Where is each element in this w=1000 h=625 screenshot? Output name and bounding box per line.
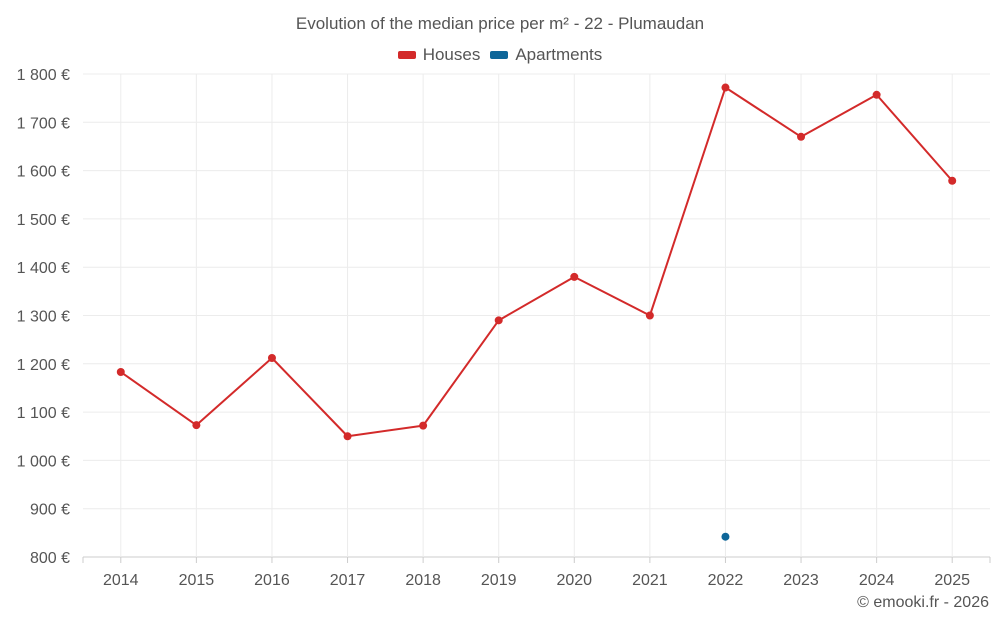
y-tick-label: 1 300 €	[17, 309, 70, 326]
y-tick-label: 800 €	[30, 550, 70, 567]
data-point-apartments[interactable]	[721, 532, 730, 541]
copyright-credit: © emooki.fr - 2026	[857, 594, 989, 611]
y-tick-label: 1 800 €	[17, 67, 70, 84]
x-tick-label: 2017	[330, 572, 366, 589]
x-tick-label: 2016	[254, 572, 290, 589]
x-tick-label: 2022	[708, 572, 744, 589]
legend-item-houses[interactable]: Houses	[397, 45, 481, 65]
y-tick-label: 1 400 €	[17, 260, 70, 277]
x-tick-label: 2019	[481, 572, 517, 589]
legend-label-apartments: Apartments	[515, 45, 603, 64]
data-point-houses[interactable]	[419, 421, 428, 430]
x-tick-label: 2024	[859, 572, 895, 589]
data-point-houses[interactable]	[116, 368, 125, 377]
y-tick-label: 1 000 €	[17, 453, 70, 470]
chart-title: Evolution of the median price per m² - 2…	[295, 14, 705, 33]
x-tick-label: 2018	[405, 572, 441, 589]
y-tick-label: 1 200 €	[17, 357, 70, 374]
legend-swatch-apartments	[490, 51, 509, 59]
data-point-houses[interactable]	[267, 354, 276, 363]
data-point-houses[interactable]	[645, 311, 654, 320]
x-tick-label: 2020	[556, 572, 592, 589]
data-point-houses[interactable]	[721, 83, 730, 92]
data-point-houses[interactable]	[343, 432, 352, 441]
data-point-houses[interactable]	[494, 316, 503, 325]
x-tick-label: 2025	[934, 572, 970, 589]
y-tick-label: 1 100 €	[17, 405, 70, 422]
x-tick-label: 2023	[783, 572, 819, 589]
legend-item-apartments[interactable]: Apartments	[490, 45, 602, 65]
x-tick-label: 2015	[179, 572, 215, 589]
data-point-houses[interactable]	[872, 90, 881, 99]
data-point-houses[interactable]	[948, 176, 957, 185]
x-tick-label: 2014	[103, 572, 139, 589]
data-point-houses[interactable]	[797, 132, 806, 141]
legend-swatch-houses	[397, 51, 416, 59]
chart-legend: Houses Apartments	[0, 45, 1000, 65]
y-tick-label: 1 500 €	[17, 212, 70, 229]
y-tick-label: 1 700 €	[17, 115, 70, 132]
y-tick-label: 900 €	[30, 502, 70, 519]
x-tick-label: 2021	[632, 572, 668, 589]
y-tick-label: 1 600 €	[17, 164, 70, 181]
data-point-houses[interactable]	[570, 272, 579, 281]
legend-label-houses: Houses	[422, 45, 481, 64]
series-line-houses	[120, 86, 953, 438]
data-point-houses[interactable]	[192, 421, 201, 430]
